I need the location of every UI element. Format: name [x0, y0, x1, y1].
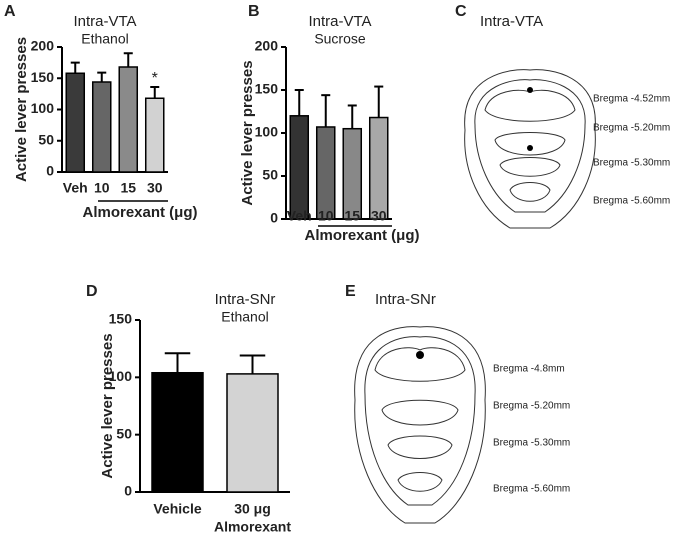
- y-tick-label: 100: [31, 100, 55, 116]
- x-tick-label: Veh: [287, 208, 312, 224]
- x-tick-label: 30: [371, 208, 387, 224]
- chart-subtitle: Sucrose: [314, 31, 366, 47]
- brain-diagram: [464, 69, 596, 229]
- panel-letter: E: [345, 283, 356, 300]
- y-axis-label: Active lever presses: [99, 333, 116, 478]
- bar: [289, 115, 310, 220]
- y-tick-label: 150: [109, 311, 133, 327]
- bregma-label: Bregma -5.30mm: [593, 158, 670, 169]
- y-tick-label: 150: [255, 81, 279, 97]
- y-tick-label: 50: [38, 131, 54, 147]
- panel-letter: C: [455, 3, 467, 20]
- y-tick-label: 150: [31, 69, 55, 85]
- chart-title: Intra-VTA: [308, 13, 371, 30]
- bregma-label: Bregma -5.60mm: [493, 484, 570, 495]
- x-tick-label: 30: [147, 180, 163, 196]
- x-tick-label: 10: [318, 208, 334, 224]
- bregma-label: Bregma -5.20mm: [593, 123, 670, 134]
- y-tick-label: 50: [116, 425, 132, 441]
- y-tick-label: 100: [255, 124, 279, 140]
- y-tick-label: 200: [31, 38, 55, 54]
- y-tick-label: 50: [262, 167, 278, 183]
- x-tick-label: Veh: [63, 180, 88, 196]
- bar: [65, 72, 86, 173]
- chart-subtitle: Ethanol: [221, 309, 268, 325]
- bar: [342, 127, 363, 220]
- bar: [91, 81, 112, 173]
- bregma-label: Bregma -5.60mm: [593, 196, 670, 207]
- y-tick-label: 200: [255, 38, 279, 54]
- chart-title: Intra-VTA: [73, 13, 136, 30]
- y-axis-label: Active lever presses: [239, 60, 256, 205]
- x-axis-label: Almorexant (μg): [82, 204, 197, 221]
- y-tick-label: 0: [124, 483, 132, 499]
- brain-diagram: [354, 326, 486, 524]
- panel-letter: B: [248, 3, 260, 20]
- x-axis-label: Almorexant (μg): [304, 227, 419, 244]
- chart-title: Intra-SNr: [215, 291, 276, 308]
- y-axis-label: Active lever presses: [13, 37, 30, 182]
- bregma-label: Bregma -4.8mm: [493, 364, 565, 375]
- x-tick-label: 15: [344, 208, 360, 224]
- bar: [226, 373, 279, 493]
- chart-subtitle: Ethanol: [81, 31, 128, 47]
- bar: [368, 116, 389, 220]
- bregma-label: Bregma -5.20mm: [493, 401, 570, 412]
- x-tick-label: 30 μg: [234, 501, 271, 517]
- panel-letter: A: [4, 3, 16, 20]
- y-tick-label: 0: [270, 210, 278, 226]
- bar: [118, 66, 139, 173]
- x-tick-label: 15: [120, 180, 136, 196]
- significance-label: *: [152, 70, 158, 87]
- y-tick-label: 0: [46, 163, 54, 179]
- bregma-label: Bregma -4.52mm: [593, 94, 670, 105]
- bar: [315, 126, 336, 220]
- x-tick-sublabel: Almorexant: [214, 519, 291, 535]
- panel-letter: D: [86, 283, 98, 300]
- x-tick-label: 10: [94, 180, 110, 196]
- diagram-title: Intra-VTA: [480, 13, 543, 30]
- y-tick-label: 100: [109, 368, 133, 384]
- bregma-label: Bregma -5.30mm: [493, 438, 570, 449]
- x-tick-label: Vehicle: [153, 501, 201, 517]
- diagram-title: Intra-SNr: [375, 291, 436, 308]
- bar: [151, 371, 204, 493]
- bar: [144, 97, 165, 173]
